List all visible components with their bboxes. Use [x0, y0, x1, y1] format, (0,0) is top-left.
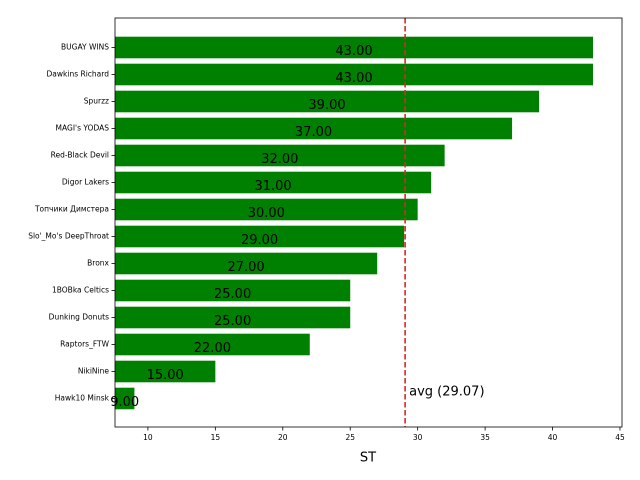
- value-label: 43.00: [335, 71, 372, 86]
- axes-frame: [114, 17, 623, 428]
- bar: [115, 171, 432, 194]
- x-tick-label: 20: [278, 433, 288, 442]
- y-tick-label: Dunking Donuts: [49, 313, 109, 322]
- x-tick-label: 10: [143, 433, 153, 442]
- value-label: 31.00: [254, 179, 291, 194]
- y-tick-label: 1BOBka Celtics: [52, 286, 109, 295]
- y-tick-label: NikiNine: [78, 367, 110, 376]
- bar: [115, 360, 216, 383]
- bar: [115, 144, 445, 167]
- y-tick-label: Hawk10 Minsk: [55, 394, 110, 403]
- x-tick-label: 45: [615, 433, 625, 442]
- bar: [115, 333, 310, 356]
- value-label: 30.00: [248, 206, 285, 221]
- value-label: 22.00: [194, 341, 231, 356]
- y-tick-label: Топчики Димстера: [34, 205, 109, 214]
- x-tick-label: 15: [211, 433, 221, 442]
- y-tick-label: Spurzz: [84, 97, 109, 106]
- value-label: 15.00: [147, 368, 184, 383]
- value-label: 37.00: [295, 125, 332, 140]
- y-tick-label: Dawkins Richard: [47, 70, 110, 79]
- x-axis-label: ST: [360, 451, 376, 466]
- bar: [115, 63, 594, 86]
- y-tick-label: Red-Black Devil: [51, 151, 109, 160]
- y-tick-label: Bronx: [87, 259, 109, 268]
- y-tick-label: Raptors_FTW: [60, 340, 109, 349]
- bar: [115, 90, 540, 113]
- x-tick-label: 40: [548, 433, 558, 442]
- average-label: avg (29.07): [409, 385, 484, 400]
- x-tick-label: 30: [413, 433, 423, 442]
- bar: [115, 198, 418, 221]
- x-tick-label: 25: [345, 433, 355, 442]
- y-tick-label: MAGI's YODAS: [56, 124, 110, 133]
- bar: [115, 306, 351, 329]
- value-label: 32.00: [261, 152, 298, 167]
- value-label: 25.00: [214, 287, 251, 302]
- bar: [115, 36, 594, 59]
- value-label: 9.00: [110, 395, 139, 410]
- y-tick-label: Slo'_Mo's DeepThroat: [28, 232, 109, 241]
- x-tick-label: 35: [480, 433, 490, 442]
- value-label: 25.00: [214, 314, 251, 329]
- bar: [115, 279, 351, 302]
- value-label: 27.00: [227, 260, 264, 275]
- value-label: 39.00: [308, 98, 345, 113]
- bar: [115, 225, 405, 248]
- bar: [115, 252, 378, 275]
- bar: [115, 117, 513, 140]
- plot-area: [115, 36, 594, 410]
- bar: [115, 387, 135, 410]
- y-tick-label: Digor Lakers: [62, 178, 109, 187]
- y-tick-label: BUGAY WINS: [61, 43, 109, 52]
- value-label: 43.00: [335, 44, 372, 59]
- value-label: 29.00: [241, 233, 278, 248]
